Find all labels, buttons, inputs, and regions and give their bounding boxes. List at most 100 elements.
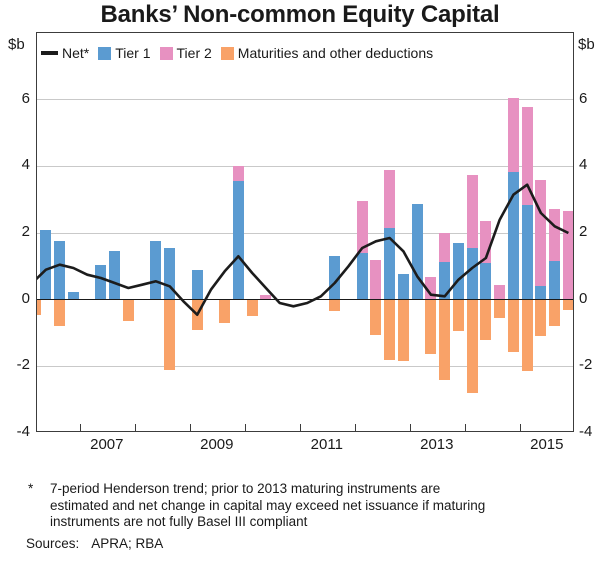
bar-tier2-segment [507,98,519,173]
bar-tier1-segment [150,241,162,300]
x-axis-tick [189,424,192,431]
bar-tier1-segment [439,262,451,300]
bar-deductions-segment [549,299,561,327]
bar-deductions-segment [507,299,519,352]
bar-tier2-segment [562,211,573,300]
footnote-line: 7-period Henderson trend; prior to 2013 … [50,481,441,496]
legend-label: Tier 1 [115,45,151,61]
bar-tier1-segment [411,203,423,300]
x-axis-year-label: 2013 [420,436,454,453]
zero-axis-line [37,298,573,301]
chart-plot-area: Net* Tier 1 Tier 2 Maturities and other … [36,32,574,432]
bar-deductions-segment [425,299,437,354]
bar-tier1-segment [329,256,341,300]
bar-deductions-segment [122,299,134,322]
bar-tier2-segment [535,180,547,287]
bar-deductions-segment [466,299,478,393]
x-axis-tick [409,424,412,431]
bar-tier1-segment [95,264,107,300]
y-axis-label-right: 0 [579,289,588,307]
y-axis-unit-right: $b [578,36,595,53]
bar-tier1-segment [191,269,203,300]
bar-tier1-segment [507,172,519,300]
x-axis-tick [134,424,137,431]
bar-tier2-segment [466,174,478,248]
y-axis-label-right: -2 [579,356,593,374]
bar-tier1-segment [356,253,368,300]
y-axis-label-left: 6 [21,89,30,107]
legend-label: Maturities and other deductions [237,45,434,61]
bar-tier2-segment [232,166,244,182]
page-title: Banks’ Non-common Equity Capital [100,1,500,28]
bar-tier1-segment [480,263,492,300]
bar-tier2-segment [439,233,451,262]
chart-legend: Net* Tier 1 Tier 2 Maturities and other … [41,45,433,61]
tier1-swatch-icon [98,46,112,60]
bar-tier1-segment [397,274,409,300]
bar-deductions-segment [54,299,66,327]
y-axis-label-right: 6 [579,89,588,107]
bar-tier2-segment [494,284,506,300]
bar-tier1-segment [535,286,547,300]
net-line-icon [41,51,58,55]
bar-deductions-segment [562,299,573,310]
bar-tier2-segment [384,169,396,228]
bar-tier1-segment [384,228,396,300]
bar-tier1-segment [109,251,121,300]
x-axis-tick [244,424,247,431]
gridline [37,365,573,367]
bar-deductions-segment [439,299,451,380]
bar-deductions-segment [370,299,382,335]
x-axis-tick [79,424,82,431]
y-axis-label-left: 0 [21,289,30,307]
bar-deductions-segment [521,299,533,372]
bar-deductions-segment [397,299,409,362]
bar-tier2-segment [370,259,382,300]
legend-label: Net* [62,45,90,61]
y-axis-label-left: -4 [16,423,30,440]
bar-deductions-segment [480,299,492,340]
x-axis-year-label: 2011 [310,436,343,453]
footnote-line: estimated and net change in capital may … [50,497,486,513]
footnote-text: 7-period Henderson trend; prior to 2013 … [50,481,590,531]
net-trend-line [37,183,569,317]
sources-value: APRA; RBA [91,536,164,551]
y-axis-label-left: 4 [21,156,30,174]
bar-tier1-segment [549,260,561,300]
y-axis-label-left: 2 [21,223,30,240]
legend-item-tier2: Tier 2 [159,45,212,61]
y-axis-label-left: -2 [16,356,30,374]
bar-tier2-segment [260,294,272,300]
y-axis-unit-left: $b [8,36,25,53]
bar-deductions-segment [246,299,258,317]
bar-tier1-segment [466,248,478,300]
y-axis-label-right: 4 [579,156,588,174]
x-axis-tick [464,424,467,431]
bar-deductions-segment [37,299,41,315]
bar-tier1-segment [452,243,464,300]
x-axis-year-label: 2009 [200,436,234,453]
bar-tier1-segment [232,181,244,300]
bar-deductions-segment [219,299,231,323]
bar-tier1-segment [521,204,533,300]
bar-tier1-segment [164,248,176,300]
x-axis-tick [354,424,357,431]
net-line-path [37,183,569,317]
x-axis-year-label: 2015 [530,436,564,453]
gridline [37,99,573,101]
gridline [37,232,573,234]
bar-deductions-segment [384,299,396,360]
bar-deductions-segment [329,299,341,312]
bar-deductions-segment [164,299,176,370]
footnote-marker: * [28,481,34,496]
bar-tier2-segment [521,106,533,205]
sources-label: Sources: [26,536,80,551]
bar-deductions-segment [452,299,464,331]
legend-label: Tier 2 [176,45,212,61]
bar-tier2-segment [356,201,368,253]
y-axis-label-right: 2 [579,223,588,240]
tier2-swatch-icon [159,46,173,60]
footnote-line: instruments are not fully Basel III comp… [50,514,308,529]
bar-tier1-segment [40,229,52,300]
gridline [37,165,573,167]
